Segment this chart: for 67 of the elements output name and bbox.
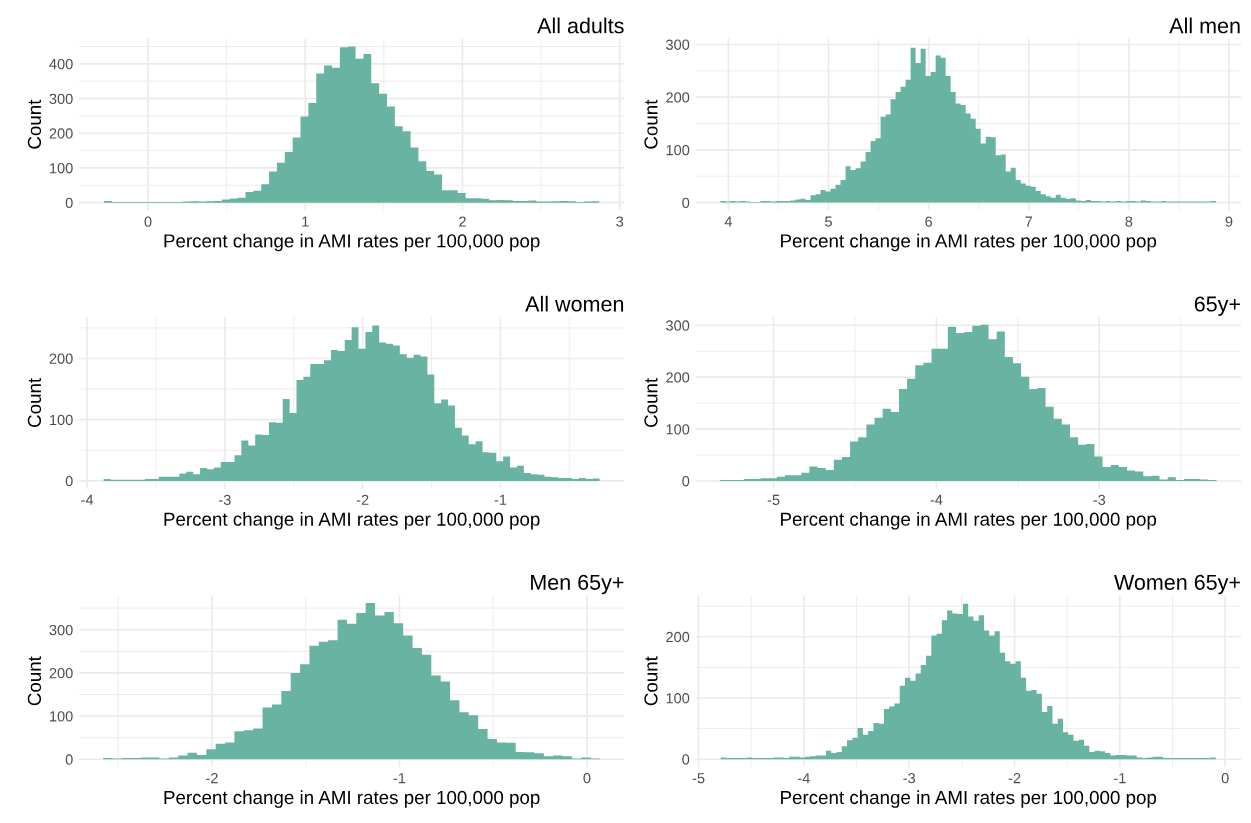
x-tick-label: 8 <box>1125 216 1133 227</box>
y-tick-label: 200 <box>666 92 690 103</box>
x-tick-label: -5 <box>767 494 780 506</box>
chart-title: All adults <box>537 17 624 34</box>
x-tick-label: 6 <box>925 216 933 227</box>
x-tick-label: -5 <box>692 773 705 784</box>
x-axis-title: Percent change in AMI rates per 100,000 pop <box>781 512 1157 530</box>
chart-title: Men 65y+ <box>531 574 624 595</box>
x-axis-title: Percent change in AMI rates per 100,000 pop <box>164 512 540 530</box>
y-tick-label: 100 <box>666 144 690 156</box>
x-tick-label: 0 <box>583 772 591 784</box>
y-tick-label: 100 <box>50 414 73 426</box>
x-tick-label: -3 <box>903 772 916 784</box>
y-tick-label: 200 <box>666 372 690 383</box>
x-tick-label: 7 <box>1025 216 1033 227</box>
y-tick-label: 200 <box>49 668 73 679</box>
y-tick-label: 0 <box>65 754 73 765</box>
x-tick-label: -1 <box>393 773 406 784</box>
y-tick-label: 100 <box>666 693 690 704</box>
x-axis-title: Percent change in AMI rates per 100,000 pop <box>164 233 540 252</box>
x-tick-label: -1 <box>494 494 507 505</box>
x-tick-label: 4 <box>724 216 733 227</box>
y-tick-label: 300 <box>49 624 73 636</box>
y-tick-label: 300 <box>666 39 690 50</box>
chart-title: All women <box>525 295 624 312</box>
x-axis-title: Percent change in AMI rates per 100,000 pop <box>781 790 1157 808</box>
y-tick-label: 100 <box>50 163 73 174</box>
y-tick-label: 400 <box>49 58 73 70</box>
x-tick-label: 0 <box>144 216 152 227</box>
x-axis-title: Percent change in AMI rates per 100,000 pop <box>781 233 1157 252</box>
y-tick-label: 200 <box>49 128 73 139</box>
y-tick-label: 0 <box>65 476 73 487</box>
x-tick-label: -1 <box>1114 773 1126 784</box>
x-tick-label: -2 <box>206 772 218 784</box>
y-tick-label: 100 <box>50 711 73 722</box>
x-tick-label: -2 <box>1008 772 1021 784</box>
y-tick-label: 0 <box>65 197 73 209</box>
y-tick-label: 0 <box>682 476 690 487</box>
chart-title: Women 65y+ <box>1114 574 1240 595</box>
x-tick-label: 1 <box>302 216 309 227</box>
y-tick-label: 0 <box>682 197 690 208</box>
x-tick-label: -3 <box>1093 494 1106 506</box>
x-tick-label: 9 <box>1225 216 1233 227</box>
y-tick-label: 300 <box>49 93 73 104</box>
y-axis-title: Count <box>644 656 658 706</box>
y-tick-label: 100 <box>666 424 690 435</box>
x-axis-title: Percent change in AMI rates per 100,000 pop <box>164 790 540 808</box>
y-axis-title: Count <box>27 656 42 706</box>
y-axis-title: Count <box>644 99 658 149</box>
y-tick-label: 200 <box>666 631 690 643</box>
chart-title: 65y+ <box>1194 296 1240 316</box>
x-tick-label: -2 <box>356 494 369 505</box>
y-axis-title: Count <box>27 377 42 427</box>
y-tick-label: 300 <box>666 320 690 331</box>
x-tick-label: 5 <box>825 216 832 227</box>
y-axis-title: Count <box>644 377 658 427</box>
x-tick-label: -4 <box>81 494 94 505</box>
y-axis-title: Count <box>27 99 42 149</box>
y-tick-label: 0 <box>682 754 690 765</box>
y-tick-label: 200 <box>49 353 73 364</box>
x-tick-label: -4 <box>930 494 943 505</box>
x-tick-label: -4 <box>798 773 810 784</box>
x-tick-label: 2 <box>459 216 466 227</box>
x-tick-label: 0 <box>1221 772 1229 784</box>
x-tick-label: 3 <box>616 216 624 227</box>
chart-title: All men <box>1169 17 1240 34</box>
x-tick-label: -3 <box>219 494 231 506</box>
